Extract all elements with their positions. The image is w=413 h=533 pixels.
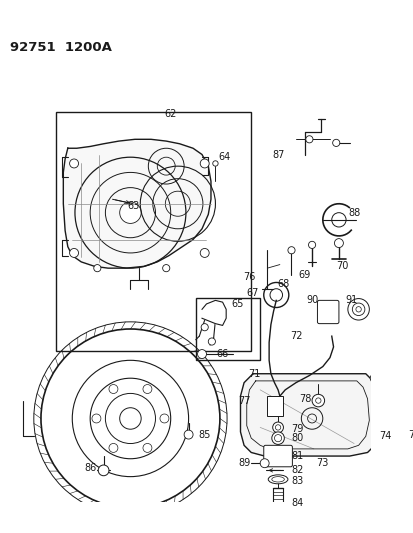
FancyBboxPatch shape (317, 301, 338, 324)
Text: 75: 75 (407, 430, 413, 440)
Circle shape (119, 408, 141, 429)
Text: 63: 63 (127, 200, 139, 211)
Text: 68: 68 (277, 279, 289, 289)
Text: 81: 81 (291, 451, 303, 461)
Circle shape (109, 443, 118, 453)
Circle shape (197, 350, 206, 359)
Bar (195, 297, 259, 360)
Text: 64: 64 (218, 152, 230, 162)
Text: 84: 84 (291, 498, 303, 508)
Text: 85: 85 (198, 430, 210, 440)
Text: 71: 71 (247, 369, 259, 379)
Circle shape (200, 159, 209, 168)
Circle shape (332, 139, 339, 147)
Ellipse shape (268, 475, 287, 484)
Text: 82: 82 (291, 465, 303, 475)
Text: 77: 77 (237, 395, 250, 406)
Circle shape (351, 303, 364, 316)
Text: 91: 91 (344, 295, 357, 305)
Text: 73: 73 (316, 458, 328, 468)
Circle shape (142, 384, 152, 393)
FancyBboxPatch shape (263, 445, 292, 467)
Circle shape (347, 298, 368, 320)
Circle shape (184, 430, 192, 439)
Text: 70: 70 (335, 261, 348, 271)
Circle shape (334, 239, 342, 247)
Circle shape (119, 202, 141, 223)
Circle shape (259, 459, 268, 467)
Circle shape (159, 414, 169, 423)
Circle shape (109, 384, 118, 393)
Text: 86: 86 (84, 463, 96, 473)
Circle shape (201, 324, 208, 331)
Text: 78: 78 (298, 394, 310, 404)
Circle shape (305, 136, 312, 143)
Text: 89: 89 (237, 458, 249, 468)
Circle shape (69, 159, 78, 168)
Text: 69: 69 (298, 270, 310, 280)
Circle shape (369, 374, 378, 383)
Text: 90: 90 (305, 295, 318, 305)
Text: 87: 87 (271, 150, 284, 159)
Text: 66: 66 (216, 349, 228, 359)
Bar (267, 396, 283, 416)
Circle shape (162, 264, 169, 272)
Circle shape (98, 465, 109, 476)
Text: 79: 79 (291, 424, 303, 434)
Bar (56, 112, 251, 351)
Circle shape (212, 161, 218, 166)
Circle shape (92, 414, 101, 423)
Circle shape (142, 443, 152, 453)
Text: 80: 80 (291, 433, 303, 443)
Circle shape (308, 241, 315, 248)
Circle shape (200, 248, 209, 257)
Text: 88: 88 (347, 208, 359, 217)
Text: 76: 76 (243, 272, 255, 282)
Polygon shape (202, 301, 225, 326)
Text: 67: 67 (246, 288, 259, 298)
Circle shape (271, 432, 284, 445)
Circle shape (272, 422, 283, 433)
Circle shape (287, 247, 294, 254)
Text: 62: 62 (164, 109, 176, 119)
Text: 72: 72 (289, 331, 301, 341)
Circle shape (311, 394, 324, 407)
Text: 65: 65 (231, 299, 243, 309)
Polygon shape (240, 374, 380, 456)
Text: 74: 74 (378, 431, 391, 441)
Text: 83: 83 (291, 476, 303, 486)
Circle shape (69, 248, 78, 257)
Polygon shape (63, 139, 211, 268)
Ellipse shape (271, 477, 284, 482)
Circle shape (93, 264, 101, 272)
Circle shape (208, 338, 215, 345)
Text: 92751  1200A: 92751 1200A (9, 41, 111, 54)
